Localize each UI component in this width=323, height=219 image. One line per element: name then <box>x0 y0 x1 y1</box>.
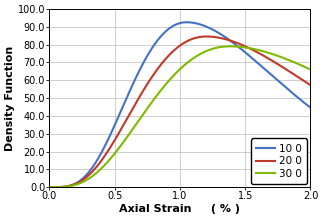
30 0 <box>301 65 305 67</box>
10 0 <box>308 106 312 109</box>
Line: 20 0: 20 0 <box>49 37 310 187</box>
30 0 <box>308 68 312 71</box>
Y-axis label: Density Function: Density Function <box>5 45 15 151</box>
Line: 30 0: 30 0 <box>49 46 310 187</box>
30 0 <box>167 79 171 81</box>
10 0 <box>47 186 51 189</box>
Legend: 10 0, 20 0, 30 0: 10 0, 20 0, 30 0 <box>251 138 307 184</box>
10 0 <box>167 27 171 30</box>
10 0 <box>61 186 65 188</box>
20 0 <box>308 84 312 87</box>
10 0 <box>301 101 305 103</box>
20 0 <box>47 186 51 189</box>
30 0 <box>61 186 65 188</box>
20 0 <box>61 185 65 188</box>
10 0 <box>253 59 257 62</box>
20 0 <box>174 47 178 50</box>
X-axis label: Axial Strain     ( % ): Axial Strain ( % ) <box>120 204 240 214</box>
30 0 <box>253 48 257 51</box>
30 0 <box>47 186 51 189</box>
10 0 <box>184 21 188 24</box>
Line: 10 0: 10 0 <box>49 22 310 187</box>
30 0 <box>174 71 178 74</box>
20 0 <box>301 79 305 81</box>
10 0 <box>174 23 178 26</box>
20 0 <box>204 35 208 38</box>
10 0 <box>301 100 305 103</box>
20 0 <box>253 50 257 52</box>
20 0 <box>167 54 171 56</box>
30 0 <box>301 65 305 67</box>
20 0 <box>301 79 305 82</box>
30 0 <box>227 45 231 48</box>
